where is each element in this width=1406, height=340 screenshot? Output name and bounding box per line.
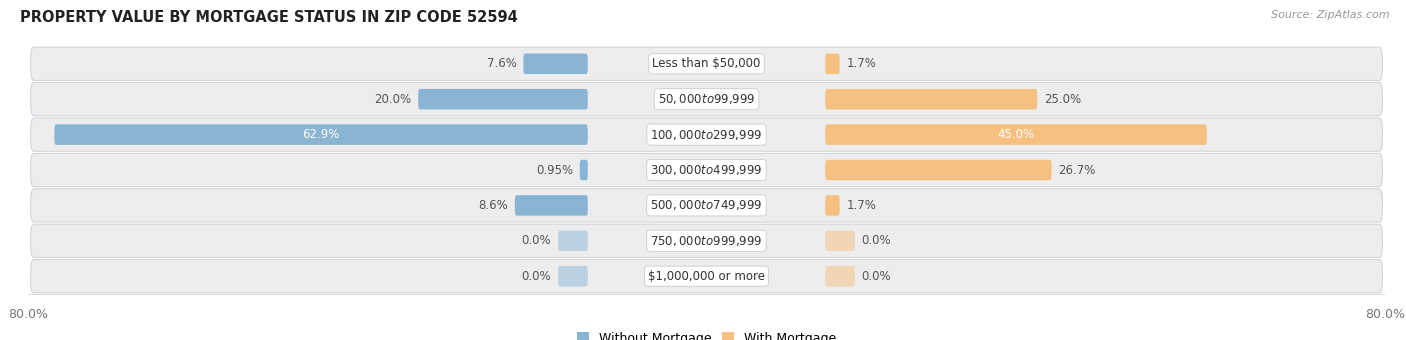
FancyBboxPatch shape: [31, 83, 1382, 116]
Text: 0.0%: 0.0%: [522, 270, 551, 283]
Text: 0.95%: 0.95%: [536, 164, 574, 176]
FancyBboxPatch shape: [825, 53, 839, 74]
FancyBboxPatch shape: [418, 89, 588, 109]
Text: 1.7%: 1.7%: [846, 57, 876, 70]
Text: Source: ZipAtlas.com: Source: ZipAtlas.com: [1271, 10, 1389, 20]
Text: 0.0%: 0.0%: [862, 270, 891, 283]
Text: $750,000 to $999,999: $750,000 to $999,999: [651, 234, 762, 248]
Text: $500,000 to $749,999: $500,000 to $749,999: [651, 199, 762, 212]
FancyBboxPatch shape: [825, 89, 1038, 109]
Text: 1.7%: 1.7%: [846, 199, 876, 212]
FancyBboxPatch shape: [31, 153, 1382, 187]
FancyBboxPatch shape: [825, 160, 1052, 180]
FancyBboxPatch shape: [558, 231, 588, 251]
Text: 45.0%: 45.0%: [997, 128, 1035, 141]
FancyBboxPatch shape: [31, 47, 1382, 81]
Legend: Without Mortgage, With Mortgage: Without Mortgage, With Mortgage: [572, 327, 841, 340]
FancyBboxPatch shape: [825, 266, 855, 287]
FancyBboxPatch shape: [825, 124, 1206, 145]
Text: PROPERTY VALUE BY MORTGAGE STATUS IN ZIP CODE 52594: PROPERTY VALUE BY MORTGAGE STATUS IN ZIP…: [20, 10, 517, 25]
Text: $1,000,000 or more: $1,000,000 or more: [648, 270, 765, 283]
FancyBboxPatch shape: [31, 259, 1382, 293]
FancyBboxPatch shape: [825, 195, 839, 216]
Text: $100,000 to $299,999: $100,000 to $299,999: [651, 128, 762, 141]
Text: 0.0%: 0.0%: [862, 234, 891, 247]
FancyBboxPatch shape: [579, 160, 588, 180]
Text: Less than $50,000: Less than $50,000: [652, 57, 761, 70]
Text: 62.9%: 62.9%: [302, 128, 340, 141]
FancyBboxPatch shape: [558, 266, 588, 287]
FancyBboxPatch shape: [31, 189, 1382, 222]
FancyBboxPatch shape: [523, 53, 588, 74]
Text: $300,000 to $499,999: $300,000 to $499,999: [651, 163, 762, 177]
FancyBboxPatch shape: [55, 124, 588, 145]
FancyBboxPatch shape: [825, 231, 855, 251]
FancyBboxPatch shape: [31, 224, 1382, 257]
FancyBboxPatch shape: [31, 118, 1382, 151]
Text: 7.6%: 7.6%: [486, 57, 516, 70]
Text: 20.0%: 20.0%: [374, 93, 412, 106]
Text: 8.6%: 8.6%: [478, 199, 508, 212]
Text: 25.0%: 25.0%: [1045, 93, 1081, 106]
Text: 26.7%: 26.7%: [1059, 164, 1095, 176]
Text: 0.0%: 0.0%: [522, 234, 551, 247]
Text: $50,000 to $99,999: $50,000 to $99,999: [658, 92, 755, 106]
FancyBboxPatch shape: [515, 195, 588, 216]
